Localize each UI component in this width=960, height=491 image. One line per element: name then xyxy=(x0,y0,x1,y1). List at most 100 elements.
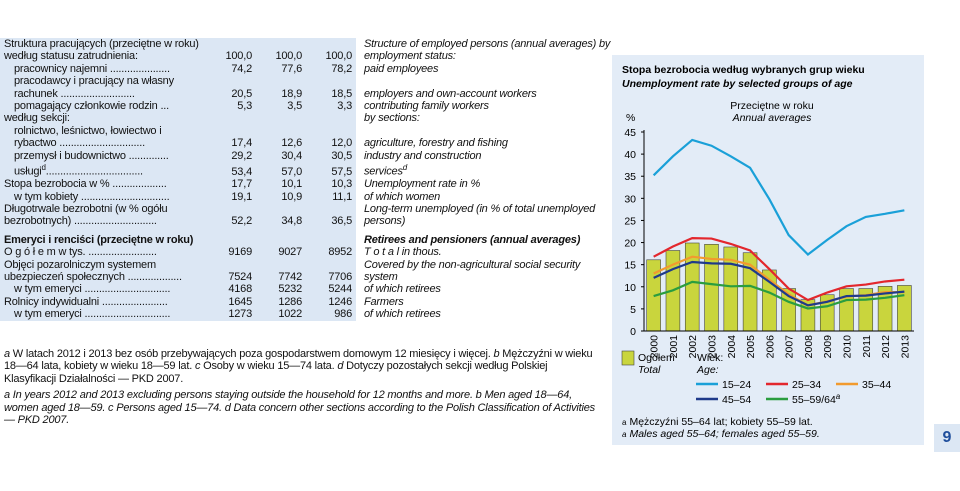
label-en-text: of which retirees xyxy=(364,308,441,321)
legend-name: 45–54 xyxy=(722,394,751,406)
cell-value: 1022 xyxy=(256,308,306,321)
cell-value: 5,3 xyxy=(206,100,256,113)
cell-value: 5232 xyxy=(256,283,306,296)
chart-title: Stopa bezrobocia według wybranych grup w… xyxy=(622,64,865,76)
row-label: przemysł i budownictwo .............. xyxy=(0,149,206,163)
row-label: według sekcji: xyxy=(0,112,206,125)
cell-value: 7706 xyxy=(306,258,356,284)
cell-value: 30,4 xyxy=(256,149,306,163)
legend-swatch xyxy=(621,350,635,366)
label-text: Struktura pracujących (przeciętne w roku… xyxy=(4,38,199,63)
legend-label: 35–44 xyxy=(862,379,891,391)
cell-value: 10,9 xyxy=(256,190,306,203)
table-row: w tym emeryci ..........................… xyxy=(0,308,618,321)
label-en-text: Covered by the non-agricultural social s… xyxy=(364,258,581,283)
x-tick-label: 2004 xyxy=(726,335,738,359)
row-label: Emeryci i renciści (przeciętne w roku) xyxy=(0,227,206,247)
row-label-en: of which retirees xyxy=(356,283,618,295)
x-tick-label: 2010 xyxy=(842,335,854,359)
cell-value: 34,8 xyxy=(256,202,306,228)
label-note: d xyxy=(402,163,407,173)
footnote-text: Mężczyźni 55–64 lat; kobiety 55–59 lat. xyxy=(629,416,812,428)
cell-value: 100,0 xyxy=(256,38,306,63)
y-tick-label: 45 xyxy=(624,127,636,139)
cell-value: 57,0 xyxy=(256,162,306,179)
label-text: Rolnicy indywidualni ...................… xyxy=(4,295,168,308)
footnote-mark: b xyxy=(493,348,500,360)
cell-value: 17,7 xyxy=(206,178,256,191)
legend-name: 25–34 xyxy=(792,379,821,391)
row-label-en: contributing family workers xyxy=(356,100,618,112)
table-row: pracownicy najemni .....................… xyxy=(0,62,618,76)
row-label-en: employers and own-account workers xyxy=(356,75,618,100)
x-tick-label: 2002 xyxy=(687,335,699,359)
footnote-en: a In years 2012 and 2013 excluding perso… xyxy=(4,389,599,426)
legend-group-en: Age: xyxy=(696,364,719,376)
cell-value: 77,6 xyxy=(256,62,306,76)
annotation: Przeciętne w roku xyxy=(730,100,814,112)
label-en-text: of which women xyxy=(364,190,441,203)
cell-value: 78,2 xyxy=(306,62,356,76)
x-tick-label: 2007 xyxy=(784,335,796,359)
y-tick-label: 0 xyxy=(630,326,636,338)
x-tick-label: 2008 xyxy=(803,335,815,359)
line xyxy=(653,280,905,310)
row-label-en: Unemployment rate in % xyxy=(356,178,618,190)
row-label-en: Retirees and pensioners (annual averages… xyxy=(356,228,618,246)
legend-label: 55–59/64a xyxy=(792,392,841,406)
x-tick-label: 2005 xyxy=(745,335,757,359)
footnotes: a W latach 2012 i 2013 bez osób przebywa… xyxy=(4,348,599,430)
chart: Stopa bezrobocia według wybranych grup w… xyxy=(612,55,924,445)
cell-value: 4168 xyxy=(206,283,256,296)
table-row: Objęci pozarolniczym systemem ubezpiecze… xyxy=(0,258,618,284)
footnote-text: In years 2012 and 2013 excluding persons… xyxy=(12,389,473,402)
footnote-text: Males aged 55–64; females aged 55–59. xyxy=(629,428,819,440)
footnote-text: Data concern other sections according to… xyxy=(4,401,595,427)
leader-dots: .................................. xyxy=(45,165,143,178)
y-tick-label: 35 xyxy=(624,171,636,183)
annotation-en: Annual averages xyxy=(732,112,813,124)
label-text: Długotrwale bezrobotni (w % ogółu bezrob… xyxy=(4,202,168,228)
label-en-text: services xyxy=(364,165,403,178)
row-label-en: Long-term unemployed (in % of total unem… xyxy=(356,203,618,228)
legend-label: 15–24 xyxy=(722,379,751,391)
row-label: w tym emeryci ..........................… xyxy=(0,308,206,321)
row-label-en: T o t a l in thous. xyxy=(356,246,618,258)
label-text: Stopa bezrobocia w % ................... xyxy=(4,178,167,191)
x-tick-label: 2013 xyxy=(899,335,911,359)
footnote-text: Men aged 18—64, women aged 18—59. xyxy=(4,389,572,414)
row-label-en: of which women xyxy=(356,191,618,203)
row-label: usługid.................................… xyxy=(0,162,206,179)
x-tick-label: 2006 xyxy=(764,335,776,359)
footnote-mark: d xyxy=(224,401,231,414)
row-label-en: Covered by the non-agricultural social s… xyxy=(356,259,618,284)
cell-value: 11,1 xyxy=(306,190,356,203)
footnote-text: Persons aged 15—74. xyxy=(116,401,222,414)
cell-value xyxy=(206,227,256,247)
label-en-text: Long-term unemployed (in % of total unem… xyxy=(364,202,596,228)
table-row: w tym emeryci ..........................… xyxy=(0,283,618,296)
cell-value: 36,5 xyxy=(306,202,356,228)
cell-value: 3,5 xyxy=(256,100,306,113)
footnote-mark: c xyxy=(194,360,201,373)
cell-value: 29,2 xyxy=(206,149,256,163)
footnote-mark: b xyxy=(475,389,482,402)
cell-value: 20,5 xyxy=(206,75,256,101)
table-row: usługid.................................… xyxy=(0,162,618,179)
row-label-en: agriculture, forestry and fishing xyxy=(356,125,618,150)
label-text: pomagający członkowie rodzin ... xyxy=(14,100,170,113)
legend-label: 25–34 xyxy=(792,379,821,391)
table-row: pracodawcy i pracujący na własny rachune… xyxy=(0,75,618,101)
legend-group: Wiek: xyxy=(697,352,723,364)
table-row: O g ó ł e m w tys. .....................… xyxy=(0,246,618,259)
line xyxy=(653,237,905,302)
legend-label-en: Total xyxy=(638,364,661,376)
cell-value: 52,2 xyxy=(206,202,256,228)
cell-value: 18,9 xyxy=(256,75,306,101)
label-en-text: Farmers xyxy=(364,295,404,308)
row-label: pracownicy najemni ..................... xyxy=(0,62,206,76)
row-label: Stopa bezrobocia w % ................... xyxy=(0,178,206,191)
row-label: Rolnicy indywidualni ...................… xyxy=(0,295,206,309)
label-en-text: by sections: xyxy=(364,112,420,125)
data-table: Struktura pracujących (przeciętne w roku… xyxy=(0,38,618,321)
